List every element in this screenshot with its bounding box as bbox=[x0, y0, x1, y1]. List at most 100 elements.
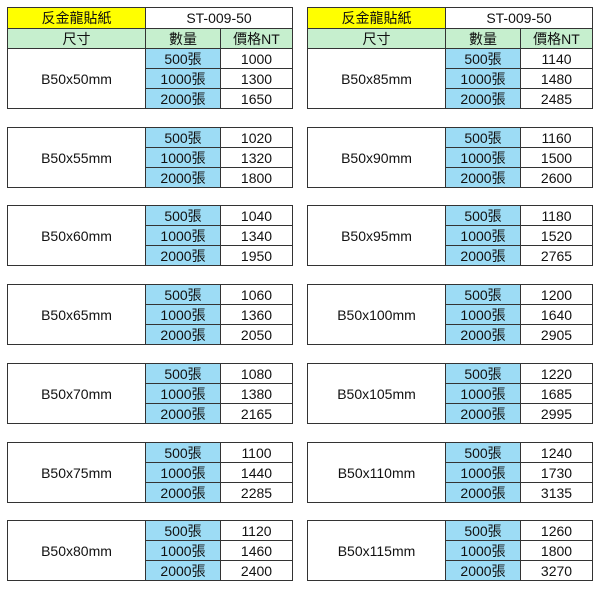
quantity-cell: 1000張 bbox=[145, 383, 221, 404]
quantity-cell: 500張 bbox=[445, 127, 521, 148]
price-cell: 1480 bbox=[520, 68, 593, 89]
header-size: 尺寸 bbox=[307, 28, 446, 49]
price-cell: 1240 bbox=[520, 442, 593, 463]
quantity-cell: 500張 bbox=[445, 442, 521, 463]
price-cell: 1320 bbox=[220, 147, 293, 168]
header-price: 價格NT bbox=[220, 28, 293, 49]
quantity-cell: 500張 bbox=[145, 48, 221, 69]
size-cell: B50x80mm bbox=[7, 520, 146, 581]
size-cell: B50x95mm bbox=[307, 205, 446, 266]
price-cell: 1640 bbox=[520, 304, 593, 325]
quantity-cell: 500張 bbox=[445, 363, 521, 384]
price-cell: 3135 bbox=[520, 482, 593, 503]
price-cell: 1730 bbox=[520, 462, 593, 483]
price-cell: 1800 bbox=[220, 167, 293, 188]
quantity-cell: 2000張 bbox=[145, 88, 221, 109]
quantity-cell: 1000張 bbox=[145, 147, 221, 168]
price-cell: 1100 bbox=[220, 442, 293, 463]
quantity-cell: 1000張 bbox=[445, 147, 521, 168]
price-cell: 2765 bbox=[520, 245, 593, 266]
size-cell: B50x115mm bbox=[307, 520, 446, 581]
price-cell: 1300 bbox=[220, 68, 293, 89]
size-cell: B50x55mm bbox=[7, 127, 146, 188]
quantity-cell: 500張 bbox=[145, 205, 221, 226]
quantity-cell: 500張 bbox=[145, 442, 221, 463]
price-cell: 2285 bbox=[220, 482, 293, 503]
quantity-cell: 500張 bbox=[445, 284, 521, 305]
quantity-cell: 500張 bbox=[445, 48, 521, 69]
header-quantity: 數量 bbox=[145, 28, 221, 49]
price-cell: 1340 bbox=[220, 225, 293, 246]
price-cell: 2905 bbox=[520, 324, 593, 345]
price-cell: 1500 bbox=[520, 147, 593, 168]
price-cell: 1220 bbox=[520, 363, 593, 384]
quantity-cell: 500張 bbox=[145, 127, 221, 148]
quantity-cell: 2000張 bbox=[445, 403, 521, 424]
price-cell: 1460 bbox=[220, 540, 293, 561]
price-cell: 1440 bbox=[220, 462, 293, 483]
quantity-cell: 2000張 bbox=[445, 88, 521, 109]
price-cell: 1160 bbox=[520, 127, 593, 148]
quantity-cell: 1000張 bbox=[145, 68, 221, 89]
quantity-cell: 2000張 bbox=[145, 245, 221, 266]
quantity-cell: 2000張 bbox=[445, 560, 521, 581]
price-cell: 1080 bbox=[220, 363, 293, 384]
size-cell: B50x90mm bbox=[307, 127, 446, 188]
price-cell: 1020 bbox=[220, 127, 293, 148]
quantity-cell: 1000張 bbox=[445, 304, 521, 325]
price-cell: 1140 bbox=[520, 48, 593, 69]
quantity-cell: 2000張 bbox=[445, 245, 521, 266]
price-cell: 1120 bbox=[220, 520, 293, 541]
price-cell: 2485 bbox=[520, 88, 593, 109]
quantity-cell: 2000張 bbox=[445, 167, 521, 188]
quantity-cell: 2000張 bbox=[145, 560, 221, 581]
price-cell: 1000 bbox=[220, 48, 293, 69]
price-cell: 1360 bbox=[220, 304, 293, 325]
quantity-cell: 1000張 bbox=[145, 304, 221, 325]
price-cell: 1380 bbox=[220, 383, 293, 404]
quantity-cell: 500張 bbox=[445, 520, 521, 541]
price-cell: 1040 bbox=[220, 205, 293, 226]
quantity-cell: 1000張 bbox=[445, 462, 521, 483]
quantity-cell: 2000張 bbox=[445, 482, 521, 503]
price-cell: 2995 bbox=[520, 403, 593, 424]
quantity-cell: 2000張 bbox=[145, 324, 221, 345]
table-title: 反金龍貼紙 bbox=[7, 7, 146, 29]
price-cell: 1200 bbox=[520, 284, 593, 305]
price-cell: 1180 bbox=[520, 205, 593, 226]
quantity-cell: 500張 bbox=[145, 520, 221, 541]
product-code: ST-009-50 bbox=[445, 7, 593, 29]
quantity-cell: 2000張 bbox=[145, 403, 221, 424]
price-cell: 1685 bbox=[520, 383, 593, 404]
price-cell: 3270 bbox=[520, 560, 593, 581]
quantity-cell: 1000張 bbox=[445, 225, 521, 246]
size-cell: B50x105mm bbox=[307, 363, 446, 424]
price-cell: 1950 bbox=[220, 245, 293, 266]
table-title: 反金龍貼紙 bbox=[307, 7, 446, 29]
product-code: ST-009-50 bbox=[145, 7, 293, 29]
quantity-cell: 1000張 bbox=[145, 225, 221, 246]
header-size: 尺寸 bbox=[7, 28, 146, 49]
size-cell: B50x75mm bbox=[7, 442, 146, 503]
quantity-cell: 1000張 bbox=[445, 68, 521, 89]
price-cell: 2400 bbox=[220, 560, 293, 581]
price-cell: 1060 bbox=[220, 284, 293, 305]
quantity-cell: 1000張 bbox=[445, 383, 521, 404]
size-cell: B50x65mm bbox=[7, 284, 146, 345]
size-cell: B50x50mm bbox=[7, 48, 146, 109]
quantity-cell: 1000張 bbox=[445, 540, 521, 561]
price-cell: 1650 bbox=[220, 88, 293, 109]
size-cell: B50x110mm bbox=[307, 442, 446, 503]
price-cell: 2600 bbox=[520, 167, 593, 188]
price-cell: 1800 bbox=[520, 540, 593, 561]
quantity-cell: 2000張 bbox=[145, 167, 221, 188]
price-cell: 2050 bbox=[220, 324, 293, 345]
quantity-cell: 2000張 bbox=[145, 482, 221, 503]
quantity-cell: 500張 bbox=[145, 363, 221, 384]
header-quantity: 數量 bbox=[445, 28, 521, 49]
quantity-cell: 500張 bbox=[145, 284, 221, 305]
quantity-cell: 1000張 bbox=[145, 462, 221, 483]
size-cell: B50x100mm bbox=[307, 284, 446, 345]
price-cell: 2165 bbox=[220, 403, 293, 424]
size-cell: B50x70mm bbox=[7, 363, 146, 424]
